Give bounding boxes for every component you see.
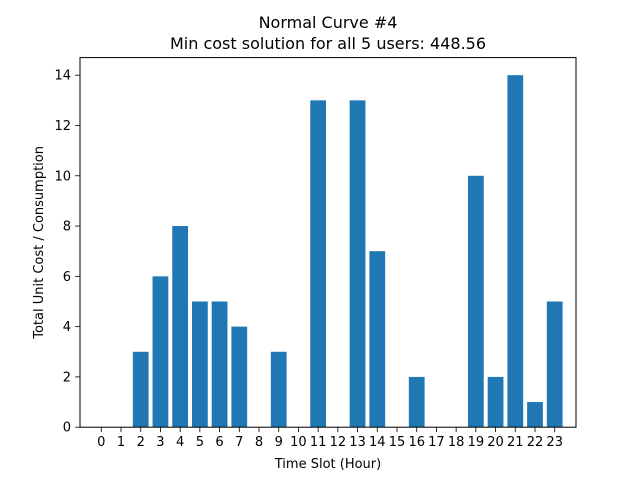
bar-22 bbox=[527, 402, 543, 428]
x-tick-label: 18 bbox=[448, 435, 465, 450]
x-tick-label: 19 bbox=[468, 435, 485, 450]
x-tick-label: 7 bbox=[235, 435, 243, 450]
y-tick-label: 0 bbox=[63, 421, 71, 436]
bar-11 bbox=[310, 100, 327, 428]
y-tick-label: 12 bbox=[54, 119, 71, 134]
bar-13 bbox=[349, 100, 366, 428]
x-tick-label: 10 bbox=[290, 435, 307, 450]
bar-3 bbox=[152, 276, 169, 428]
bar-6 bbox=[211, 301, 228, 428]
bars-group bbox=[132, 75, 563, 428]
x-tick-label: 23 bbox=[546, 435, 563, 450]
bar-23 bbox=[546, 301, 563, 428]
x-tick-label: 14 bbox=[369, 435, 386, 450]
x-tick-label: 2 bbox=[137, 435, 145, 450]
bar-9 bbox=[270, 351, 287, 428]
x-tick-label: 21 bbox=[507, 435, 524, 450]
y-axis-label: Total Unit Cost / Consumption bbox=[32, 146, 47, 340]
y-tick-label: 6 bbox=[63, 270, 71, 285]
x-tick-label: 17 bbox=[428, 435, 445, 450]
x-tick-label: 6 bbox=[215, 435, 223, 450]
x-tick-label: 20 bbox=[487, 435, 504, 450]
x-tick-label: 5 bbox=[196, 435, 204, 450]
y-ticks-group: 0 2 4 6 8 10 12 14 bbox=[54, 69, 80, 436]
plot-frame bbox=[79, 57, 577, 428]
y-tick-label: 2 bbox=[63, 370, 71, 385]
bar-16 bbox=[408, 376, 425, 428]
bar-2 bbox=[132, 351, 149, 428]
x-tick-label: 8 bbox=[255, 435, 263, 450]
bar-14 bbox=[369, 251, 386, 428]
x-axis-label: Time Slot (Hour) bbox=[274, 457, 381, 472]
x-ticks-group: 0 1 2 3 4 5 6 7 8 9 10 11 12 13 14 15 16 17 18 19 20 21 22 23 bbox=[97, 427, 563, 450]
x-tick-label: 11 bbox=[310, 435, 327, 450]
x-tick-label: 1 bbox=[117, 435, 125, 450]
x-tick-label: 15 bbox=[389, 435, 406, 450]
chart-title: Normal Curve #4 bbox=[259, 13, 398, 32]
x-tick-label: 13 bbox=[349, 435, 366, 450]
x-tick-label: 12 bbox=[330, 435, 347, 450]
bar-19 bbox=[467, 175, 484, 428]
bar-7 bbox=[231, 326, 248, 428]
x-tick-label: 4 bbox=[176, 435, 184, 450]
bar-21 bbox=[507, 75, 524, 428]
x-tick-label: 22 bbox=[527, 435, 544, 450]
bar-5 bbox=[191, 301, 208, 428]
y-tick-label: 14 bbox=[54, 69, 71, 84]
bar-4 bbox=[172, 226, 189, 428]
bar-20 bbox=[487, 376, 504, 428]
x-tick-label: 0 bbox=[97, 435, 105, 450]
y-tick-label: 4 bbox=[63, 320, 71, 335]
y-tick-label: 8 bbox=[63, 220, 71, 235]
x-tick-label: 16 bbox=[408, 435, 425, 450]
chart-subtitle: Min cost solution for all 5 users: 448.5… bbox=[170, 34, 486, 53]
y-tick-label: 10 bbox=[54, 169, 71, 184]
x-tick-label: 9 bbox=[275, 435, 283, 450]
x-tick-label: 3 bbox=[156, 435, 164, 450]
